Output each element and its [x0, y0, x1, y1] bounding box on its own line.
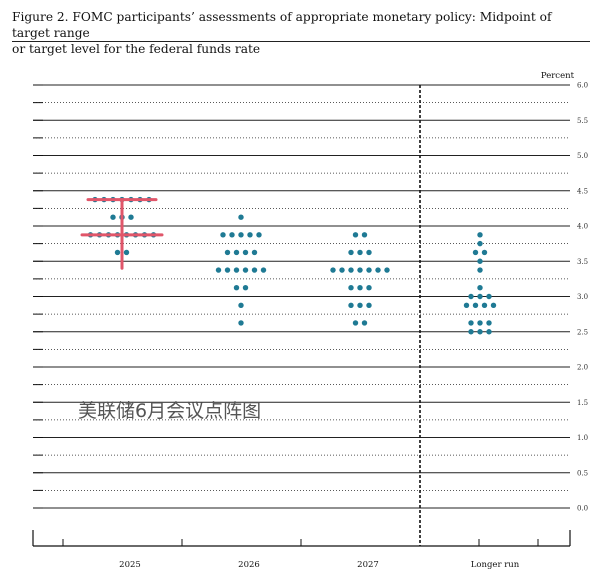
- dot-point: [238, 232, 244, 238]
- y-tick-label: 1.0: [577, 434, 588, 442]
- caption-line-2: or target level for the federal funds ra…: [12, 42, 261, 56]
- dot-point: [224, 267, 231, 273]
- dot-point: [233, 267, 240, 273]
- dot-point: [477, 293, 483, 300]
- dot-point: [110, 214, 116, 220]
- dot-point: [233, 249, 240, 256]
- dot-point: [229, 232, 235, 238]
- dot-point: [366, 302, 372, 309]
- dot-point: [384, 267, 390, 273]
- dot-point: [348, 284, 354, 291]
- y-tick-label: 4.0: [577, 223, 588, 231]
- dot-point: [215, 267, 222, 273]
- dot-point: [490, 302, 497, 309]
- dot-point: [468, 329, 474, 335]
- caption-rule: [12, 41, 590, 42]
- dot-point: [348, 302, 354, 309]
- dot-point: [477, 267, 483, 273]
- x-tick-label: 2025: [119, 560, 141, 570]
- dot-point: [472, 249, 479, 256]
- y-tick-label: 5.0: [577, 152, 588, 160]
- dot-point: [238, 320, 244, 326]
- dot-point: [486, 320, 492, 326]
- dot-point: [114, 249, 121, 256]
- dot-point: [366, 267, 372, 273]
- dot-point: [330, 267, 336, 273]
- y-tick-label: 6.0: [577, 82, 588, 90]
- dot-point: [472, 302, 479, 309]
- dot-point: [348, 267, 354, 273]
- dot-point: [468, 320, 474, 326]
- dot-point: [352, 232, 359, 238]
- y-tick-label: 0.0: [577, 505, 588, 513]
- dot-point: [352, 320, 359, 326]
- dot-point: [357, 284, 363, 291]
- caption-line-1: Figure 2. FOMC participants’ assessments…: [12, 10, 552, 40]
- figure-caption: Figure 2. FOMC participants’ assessments…: [12, 9, 592, 57]
- dot-point: [238, 214, 244, 220]
- dot-point: [486, 293, 492, 300]
- dot-point: [361, 320, 368, 326]
- dot-point: [224, 249, 231, 256]
- dot-point: [486, 329, 492, 335]
- dot-point: [357, 267, 363, 273]
- dot-point: [123, 249, 130, 256]
- dot-point: [481, 249, 488, 256]
- y-axis-label: Percent: [541, 71, 575, 81]
- dot-point: [477, 232, 483, 238]
- dot-point: [463, 302, 470, 309]
- dot-point: [477, 240, 483, 247]
- dot-point: [128, 214, 134, 220]
- y-tick-label: 5.5: [577, 117, 588, 125]
- dot-point: [247, 232, 253, 238]
- dot-point: [251, 249, 258, 256]
- dot-point: [357, 302, 363, 309]
- dot-point: [375, 267, 381, 273]
- watermark-text: 美联储6月会议点阵图: [78, 400, 262, 422]
- dot-point: [357, 249, 363, 256]
- dot-point: [468, 293, 474, 300]
- y-tick-label: 2.5: [577, 328, 588, 336]
- dot-point: [481, 302, 488, 309]
- dot-point: [242, 249, 249, 256]
- y-tick-label: 4.5: [577, 187, 588, 195]
- y-tick-label: 0.5: [577, 469, 588, 477]
- dot-point: [256, 232, 262, 238]
- dot-point: [233, 284, 240, 291]
- dot-point: [477, 258, 483, 264]
- dot-point: [242, 267, 249, 273]
- y-tick-label: 2.0: [577, 364, 588, 372]
- dot-point: [260, 267, 267, 273]
- y-tick-label: 3.5: [577, 258, 588, 266]
- dot-point: [477, 320, 483, 326]
- dot-point: [339, 267, 345, 273]
- dot-point: [238, 302, 244, 309]
- y-tick-label: 1.5: [577, 399, 588, 407]
- x-tick-label: 2027: [357, 560, 379, 570]
- dot-point: [348, 249, 354, 256]
- dot-point: [477, 284, 483, 291]
- x-tick-label: 2026: [238, 560, 260, 570]
- x-tick-label: Longer run: [471, 560, 520, 570]
- dot-point: [366, 249, 372, 256]
- dot-point: [220, 232, 226, 238]
- dot-point: [477, 329, 483, 335]
- y-tick-label: 3.0: [577, 293, 588, 301]
- dot-point: [361, 232, 368, 238]
- dot-point: [242, 284, 249, 291]
- dot-point: [251, 267, 258, 273]
- dot-point: [366, 284, 372, 291]
